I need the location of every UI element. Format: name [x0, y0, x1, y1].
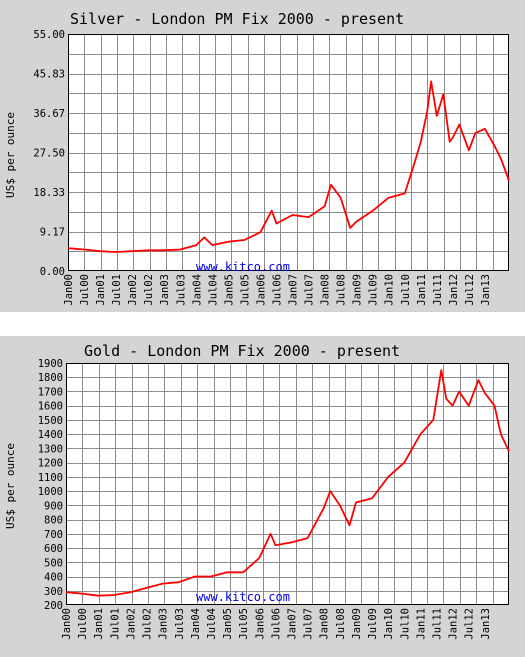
- silver-x-tick-label: Jul04: [207, 274, 219, 306]
- gold-watermark: www.kitco.com: [196, 590, 290, 604]
- silver-x-tick-label: Jul10: [400, 274, 412, 306]
- gold-x-tick-label: Jan01: [93, 608, 105, 640]
- gold-y-tick-label: 1900: [38, 358, 63, 370]
- silver-x-tick-label: Jul07: [304, 274, 316, 306]
- silver-chart-panel: Silver - London PM Fix 2000 - present US$…: [0, 0, 525, 312]
- gold-x-tick-label: Jan12: [448, 608, 460, 640]
- silver-price-line: [67, 80, 510, 253]
- silver-x-tick-label: Jan11: [416, 274, 428, 306]
- silver-x-tick-label: Jan09: [352, 274, 364, 306]
- gold-x-tick-label: Jan13: [480, 608, 492, 640]
- silver-x-tick-label: Jul02: [143, 274, 155, 306]
- silver-grid: [68, 34, 509, 271]
- gold-x-tick-label: Jul07: [303, 608, 315, 640]
- silver-y-tick-label: 0.00: [40, 266, 65, 278]
- gold-chart-panel: Gold - London PM Fix 2000 - present US$ p…: [0, 336, 525, 657]
- gold-y-tick-label: 1600: [38, 401, 63, 413]
- gold-x-tick-label: Jan04: [190, 608, 202, 640]
- gold-y-tick-label: 700: [44, 529, 63, 541]
- silver-y-tick-label: 55.00: [33, 29, 65, 41]
- gold-y-tick-label: 1400: [38, 429, 63, 441]
- silver-y-tick-label: 9.17: [40, 226, 65, 238]
- silver-x-tick-label: Jan13: [480, 274, 492, 306]
- silver-y-tick-label: 27.50: [33, 148, 65, 160]
- gold-x-tick-label: Jan05: [222, 608, 234, 640]
- gold-y-tick-label: 1800: [38, 372, 63, 384]
- gold-x-tick-label: Jul00: [77, 608, 89, 640]
- silver-x-tick-label: Jan02: [127, 274, 139, 306]
- gold-y-tick-label: 1700: [38, 386, 63, 398]
- silver-x-tick-label: Jul11: [432, 274, 444, 306]
- gold-x-tick-label: Jul09: [367, 608, 379, 640]
- gold-y-axis-label: US$ per ounce: [4, 443, 17, 529]
- silver-chart-title: Silver - London PM Fix 2000 - present: [70, 10, 404, 28]
- gold-grid: [66, 363, 509, 605]
- gold-y-tick-label: 400: [44, 572, 63, 584]
- silver-x-tick-label: Jan01: [95, 274, 107, 306]
- gold-x-tick-label: Jul12: [464, 608, 476, 640]
- gold-x-tick-label: Jan06: [254, 608, 266, 640]
- gold-x-tick-label: Jul10: [399, 608, 411, 640]
- gold-y-tick-label: 300: [44, 586, 63, 598]
- gold-plot-frame: [66, 363, 509, 605]
- gold-y-tick-label: 1500: [38, 415, 63, 427]
- gold-x-tick-label: Jan08: [319, 608, 331, 640]
- silver-x-tick-label: Jul05: [239, 274, 251, 306]
- silver-plot-area: [68, 34, 509, 271]
- gold-x-tick-label: Jan10: [383, 608, 395, 640]
- gold-x-tick-label: Jan00: [61, 608, 73, 640]
- gold-x-tick-label: Jul02: [142, 608, 154, 640]
- gold-price-line: [65, 369, 510, 597]
- gold-x-tick-label: Jul01: [109, 608, 121, 640]
- silver-y-tick-label: 45.83: [33, 69, 65, 81]
- gold-y-tick-label: 800: [44, 515, 63, 527]
- gold-x-tick-label: Jul08: [335, 608, 347, 640]
- silver-x-tick-label: Jan03: [159, 274, 171, 306]
- silver-x-tick-label: Jan08: [320, 274, 332, 306]
- silver-x-tick-label: Jul08: [336, 274, 348, 306]
- silver-y-tick-label: 18.33: [33, 187, 65, 199]
- gold-y-tick-label: 1100: [38, 472, 63, 484]
- silver-watermark: www.kitco.com: [196, 260, 290, 274]
- gold-y-tick-label: 1000: [38, 486, 63, 498]
- silver-x-tick-label: Jan12: [448, 274, 460, 306]
- gold-x-tick-label: Jan07: [287, 608, 299, 640]
- gold-x-tick-label: Jan09: [351, 608, 363, 640]
- silver-plot-frame: [68, 34, 509, 271]
- gold-chart: Gold - London PM Fix 2000 - present US$ p…: [4, 342, 510, 640]
- gold-x-tick-label: Jul04: [206, 608, 218, 640]
- silver-y-tick-label: 36.67: [33, 108, 65, 120]
- gold-y-tick-label: 500: [44, 557, 63, 569]
- silver-chart: Silver - London PM Fix 2000 - present US$…: [4, 10, 510, 306]
- silver-x-tick-label: Jul12: [464, 274, 476, 306]
- gold-x-tick-label: Jul06: [270, 608, 282, 640]
- silver-x-tick-label: Jan00: [63, 274, 75, 306]
- silver-x-tick-label: Jul00: [79, 274, 91, 306]
- silver-x-tick-label: Jul03: [175, 274, 187, 306]
- silver-x-tick-label: Jan06: [255, 274, 267, 306]
- silver-x-tick-label: Jul06: [271, 274, 283, 306]
- gold-y-tick-label: 900: [44, 500, 63, 512]
- silver-x-tick-label: Jan04: [191, 274, 203, 306]
- gold-y-tick-label: 200: [44, 600, 63, 612]
- silver-x-tick-label: Jan07: [288, 274, 300, 306]
- gold-x-tick-label: Jan03: [158, 608, 170, 640]
- silver-y-axis-label: US$ per ounce: [4, 112, 17, 198]
- gold-x-tick-label: Jul05: [238, 608, 250, 640]
- gold-y-tick-label: 1200: [38, 458, 63, 470]
- silver-x-tick-label: Jan10: [384, 274, 396, 306]
- gold-y-tick-label: 1300: [38, 443, 63, 455]
- gold-x-tick-label: Jul03: [174, 608, 186, 640]
- silver-x-tick-label: Jul09: [368, 274, 380, 306]
- silver-x-tick-label: Jan05: [223, 274, 235, 306]
- gold-chart-title: Gold - London PM Fix 2000 - present: [84, 342, 400, 360]
- gold-x-tick-label: Jan11: [415, 608, 427, 640]
- gold-y-tick-label: 600: [44, 543, 63, 555]
- gold-x-tick-label: Jan02: [125, 608, 137, 640]
- silver-x-tick-label: Jul01: [111, 274, 123, 306]
- gold-x-tick-label: Jul11: [432, 608, 444, 640]
